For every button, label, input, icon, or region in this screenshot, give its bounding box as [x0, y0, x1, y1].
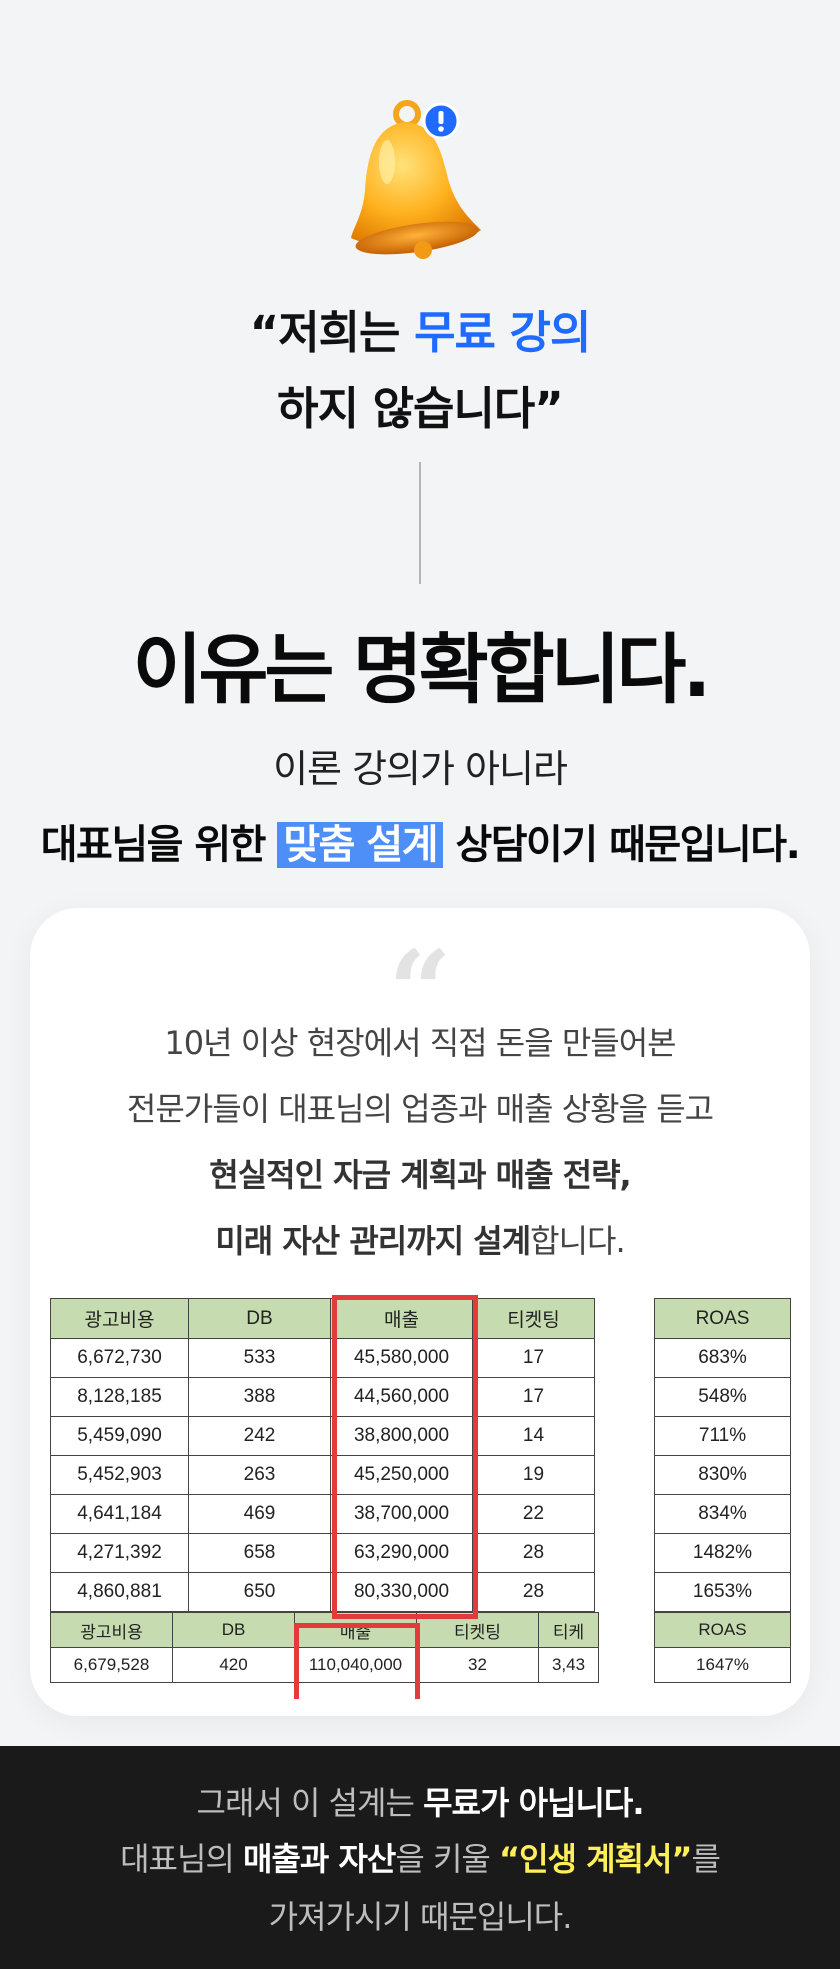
table-cell: 28: [472, 1572, 595, 1612]
table-cell: 711%: [654, 1416, 791, 1456]
custom-design-highlight: 맞춤 설계: [277, 822, 444, 868]
subtitle-line2: 대표님을 위한 맞춤 설계 상담이기 때문입니다.: [40, 822, 801, 868]
table-cell: 548%: [654, 1377, 791, 1417]
footer-line3: 가져가시기 때문입니다.: [268, 1898, 573, 1936]
table-cell: 830%: [654, 1455, 791, 1495]
table-cell: 1647%: [654, 1647, 791, 1683]
table-cell: 5,459,090: [50, 1416, 189, 1456]
table-cell: 22: [472, 1494, 595, 1534]
table-cell: 8,128,185: [50, 1377, 189, 1417]
footer-line1: 그래서 이 설계는 무료가 아닙니다.: [196, 1784, 645, 1822]
table-header-cell: 티켓팅: [472, 1298, 595, 1339]
table-header-cell: [598, 1612, 655, 1648]
table-header-cell: ROAS: [654, 1612, 791, 1648]
page-title: 이유는 명확합니다.: [132, 625, 712, 714]
card-text-line2: 전문가들이 대표님의 업종과 매출 상황을 듣고: [126, 1090, 714, 1128]
sales-table-image: 광고비용 DB 매출 티켓팅 ROAS 6,672,730 533 45,580,000 17 6…: [50, 1295, 791, 1699]
table-row: 4,860,881 650 80,330,000 28 1653%: [50, 1572, 791, 1612]
table-cell: 683%: [654, 1338, 791, 1378]
table-cell: 17: [472, 1377, 595, 1417]
bell-icon: [351, 100, 481, 259]
table-header-cell: 광고비용: [50, 1298, 189, 1339]
table-cell: 469: [188, 1494, 331, 1534]
table-cell: 17: [472, 1338, 595, 1378]
table-cell: [594, 1572, 655, 1612]
card-text-line3: 현실적인 자금 계획과 매출 전략,: [209, 1156, 631, 1194]
revenue-highlight-box: [332, 1295, 478, 1619]
table-header-cell: 티케: [538, 1612, 599, 1648]
table-cell: 834%: [654, 1494, 791, 1534]
quote-card: “ 10년 이상 현장에서 직접 돈을 만들어본 전문가들이 대표님의 업종과 …: [30, 908, 810, 1716]
subtitle-line1: 이론 강의가 아니라: [273, 747, 568, 791]
table-cell: 533: [188, 1338, 331, 1378]
table-header-cell: ROAS: [654, 1298, 791, 1339]
quote-heading-line1: “저희는 무료 강의: [249, 306, 592, 359]
table-cell: 5,452,903: [50, 1455, 189, 1495]
divider-line: [419, 462, 421, 584]
table-cell: 14: [472, 1416, 595, 1456]
table-cell: [594, 1338, 655, 1378]
table-cell: 110,040,000: [294, 1647, 417, 1683]
footer-section: 그래서 이 설계는 무료가 아닙니다. 대표님의 매출과 자산을 키울 “인생 …: [0, 1746, 840, 1969]
table-cell: 4,641,184: [50, 1494, 189, 1534]
table-cell: 38,700,000: [330, 1494, 473, 1534]
table-cell: [594, 1377, 655, 1417]
table-cell: [594, 1416, 655, 1456]
exclamation-badge-icon: [422, 102, 460, 140]
table-header-cell: DB: [188, 1298, 331, 1339]
table-cell: 242: [188, 1416, 331, 1456]
card-text-line1: 10년 이상 현장에서 직접 돈을 만들어본: [164, 1024, 676, 1062]
table-header-cell: [594, 1298, 655, 1339]
table-cell: 6,672,730: [50, 1338, 189, 1378]
table-cell: 19: [472, 1455, 595, 1495]
table-header-row: 광고비용 DB 매출 티켓팅 ROAS: [50, 1298, 791, 1339]
table-row: 6,679,528 420 110,040,000 32 3,43 1647%: [50, 1647, 791, 1683]
table-cell: 3,43: [538, 1647, 599, 1683]
table-cell: 4,860,881: [50, 1572, 189, 1612]
table-cell: [594, 1533, 655, 1573]
table-cell: 32: [416, 1647, 539, 1683]
footer-line2: 대표님의 매출과 자산을 키울 “인생 계획서”를: [120, 1840, 721, 1878]
free-lecture-highlight: 무료 강의: [414, 306, 591, 359]
table-cell: 420: [172, 1647, 295, 1683]
table-row: 5,452,903 263 45,250,000 19 830%: [50, 1455, 791, 1495]
table-cell: 44,560,000: [330, 1377, 473, 1417]
sales-table-1: 광고비용 DB 매출 티켓팅 ROAS 6,672,730 533 45,580,000 17 6…: [50, 1298, 791, 1612]
table-cell: 1482%: [654, 1533, 791, 1573]
table-cell: 1653%: [654, 1572, 791, 1612]
table-cell: [598, 1647, 655, 1683]
table-row: 5,459,090 242 38,800,000 14 711%: [50, 1416, 791, 1456]
table-cell: 658: [188, 1533, 331, 1573]
table-cell: 80,330,000: [330, 1572, 473, 1612]
table-cell: [594, 1494, 655, 1534]
table-cell: 263: [188, 1455, 331, 1495]
quote-mark-icon: “: [388, 926, 452, 1055]
sales-table-2: 광고비용 DB 매출 티켓팅 티케 ROAS 6,679,528 420 110,040,000…: [50, 1612, 791, 1683]
total-revenue-highlight-box: [294, 1623, 420, 1699]
table-cell: 650: [188, 1572, 331, 1612]
main-section: “저희는 무료 강의 하지 않습니다” 이유는 명확합니다. 이론 강의가 아니…: [30, 100, 810, 1716]
table-row: 6,672,730 533 45,580,000 17 683%: [50, 1338, 791, 1378]
table-cell: 28: [472, 1533, 595, 1573]
table-cell: [594, 1455, 655, 1495]
table-cell: 6,679,528: [50, 1647, 173, 1683]
table-header-cell: DB: [172, 1612, 295, 1648]
table-cell: 45,250,000: [330, 1455, 473, 1495]
table-cell: 45,580,000: [330, 1338, 473, 1378]
table-header-cell: 광고비용: [50, 1612, 173, 1648]
quote-heading-line2: 하지 않습니다”: [277, 382, 564, 435]
table-cell: 63,290,000: [330, 1533, 473, 1573]
table-cell: 388: [188, 1377, 331, 1417]
table-cell: 4,271,392: [50, 1533, 189, 1573]
card-text-line4: 미래 자산 관리까지 설계합니다.: [215, 1222, 625, 1260]
